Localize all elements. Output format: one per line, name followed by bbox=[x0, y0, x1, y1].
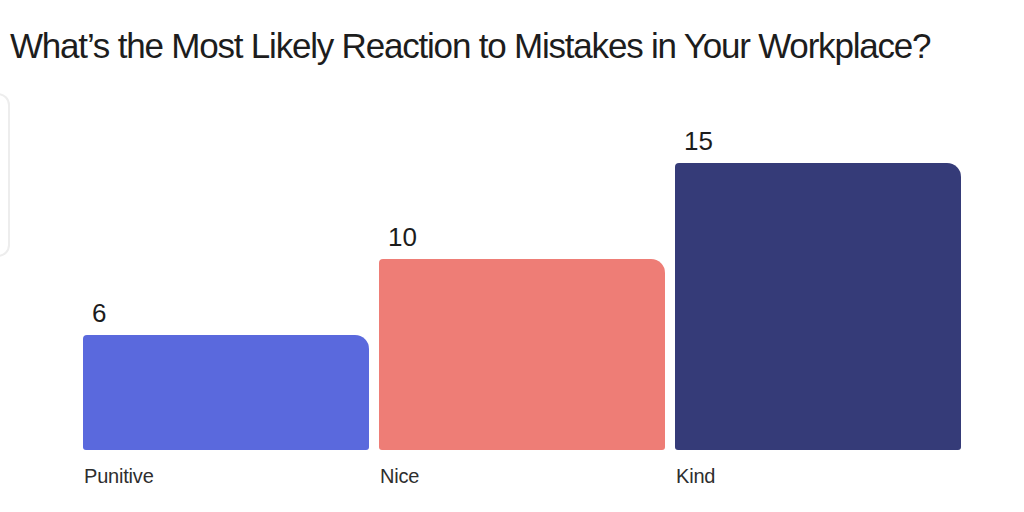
bar-category-label: Punitive bbox=[84, 466, 154, 486]
bar-nice bbox=[379, 259, 665, 450]
bar-value-label: 10 bbox=[379, 224, 665, 250]
offscreen-card-edge bbox=[0, 93, 10, 257]
chart-title: What’s the Most Likely Reaction to Mista… bbox=[10, 26, 930, 66]
bar-value-label: 6 bbox=[83, 300, 369, 326]
bar-punitive bbox=[83, 335, 369, 450]
bar-group-nice: 10Nice bbox=[379, 224, 665, 450]
bar-chart-figure: What’s the Most Likely Reaction to Mista… bbox=[0, 0, 1024, 512]
bar-value-label: 15 bbox=[675, 128, 961, 154]
bar-category-label: Nice bbox=[380, 466, 419, 486]
bar-group-kind: 15Kind bbox=[675, 128, 961, 450]
bar-group-punitive: 6Punitive bbox=[83, 300, 369, 450]
bar-category-label: Kind bbox=[676, 466, 715, 486]
bar-kind bbox=[675, 163, 961, 450]
